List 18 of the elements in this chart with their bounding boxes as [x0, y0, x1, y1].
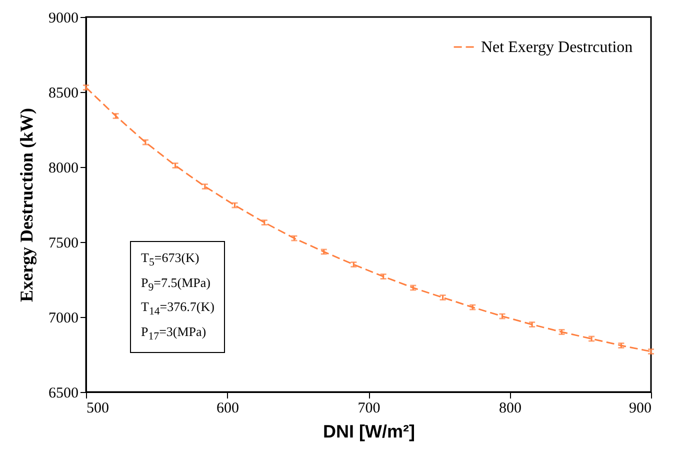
annotation: T$_{14}$=376.7(K) [141, 298, 214, 320]
legend-label: Net Exergy Destrcution [481, 39, 633, 56]
annotation: P$_{17}$=3(MPa) [141, 322, 208, 344]
y-tick-label: 8500 [48, 86, 78, 102]
y-tick-label: 6500 [48, 386, 78, 402]
x-tick-label: 500 [86, 400, 109, 416]
annotation: T$_{5}$=673(K) [141, 249, 200, 271]
x-tick-label: 800 [499, 400, 522, 416]
y-axis-title: Exergy Destruction (kW) [16, 108, 36, 302]
x-tick-label: 900 [629, 400, 652, 416]
x-axis-title: DNI [W/m²] [323, 422, 415, 442]
y-tick-label: 9000 [48, 10, 78, 26]
x-tick-label: 700 [358, 400, 380, 416]
x-tick-label: 600 [216, 400, 239, 416]
y-tick-label: 8000 [48, 160, 78, 176]
y-tick-label: 7000 [48, 310, 78, 326]
y-tick-label: 7500 [48, 236, 78, 252]
annotation: P$_{9}$=7.5(MPa) [141, 274, 212, 296]
